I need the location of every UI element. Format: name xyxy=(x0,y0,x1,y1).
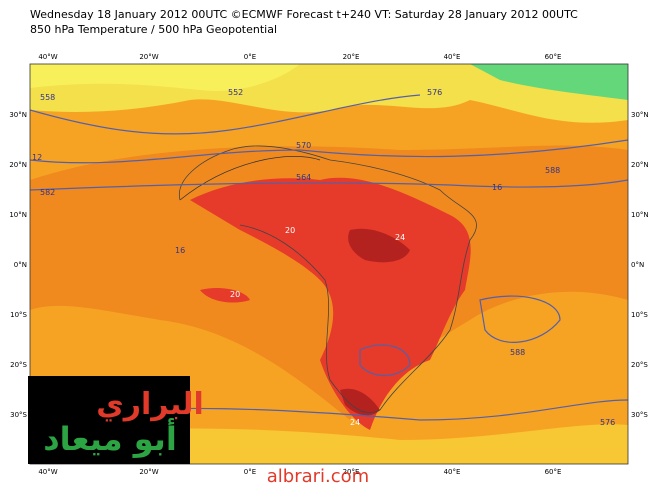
website: albrari.com xyxy=(267,466,369,484)
contour-label: 552 xyxy=(228,88,243,97)
logo: البراري أبو ميعاد xyxy=(28,376,204,464)
contour-label: 20 xyxy=(230,290,240,299)
longitude-label: 0°E xyxy=(244,53,256,61)
longitude-label: 20°W xyxy=(139,53,158,61)
longitude-label: 40°E xyxy=(444,53,461,61)
contour-label: 582 xyxy=(40,188,55,197)
latitude-label: 30°N xyxy=(9,111,27,119)
contour-label: 558 xyxy=(40,93,55,102)
longitude-label: 20°E xyxy=(343,468,360,476)
latitude-label: 20°S xyxy=(631,361,648,369)
longitude-label: 60°E xyxy=(545,53,562,61)
latitude-label: 20°S xyxy=(10,361,27,369)
latitude-label: 20°N xyxy=(631,161,649,169)
latitude-label: 10°S xyxy=(631,311,648,319)
title-line-2: 850 hPa Temperature / 500 hPa Geopotenti… xyxy=(30,23,277,36)
axis-labels: 40°W 40°W 20°W 20°W 0°E 0°E 20°E 20°E 40°E 40°E 60… xyxy=(9,53,648,476)
contour-label: 16 xyxy=(492,183,502,192)
contour-labels: 558 552 582 570 576 588 564 588 576 12 1… xyxy=(32,88,615,427)
contour-label: 576 xyxy=(427,88,442,97)
longitude-label: 0°E xyxy=(244,468,256,476)
coastline xyxy=(178,145,477,413)
logo-line-2: أبو ميعاد xyxy=(43,418,177,458)
contour-label: 564 xyxy=(296,173,311,182)
contour-label: 588 xyxy=(545,166,560,175)
latitude-label: 10°S xyxy=(10,311,27,319)
contour-label: 24 xyxy=(395,233,405,242)
contour-label: 576 xyxy=(600,418,615,427)
contour-label: 12 xyxy=(32,153,42,162)
latitude-label: 0°N xyxy=(14,261,27,269)
latitude-label: 10°N xyxy=(631,211,649,219)
logo-line-1: البراري xyxy=(96,387,204,422)
longitude-label: 20°E xyxy=(343,53,360,61)
longitude-label: 40°W xyxy=(38,53,57,61)
latitude-label: 20°N xyxy=(9,161,27,169)
contour-label: 588 xyxy=(510,348,525,357)
longitude-label: 20°W xyxy=(139,468,158,476)
longitude-label: 60°E xyxy=(545,468,562,476)
contour-label: 570 xyxy=(296,141,311,150)
contour-label: 20 xyxy=(285,226,295,235)
latitude-label: 30°N xyxy=(631,111,649,119)
contour-label: 24 xyxy=(350,418,360,427)
title-line-1: Wednesday 18 January 2012 00UTC ©ECMWF F… xyxy=(30,8,578,21)
latitude-label: 30°S xyxy=(10,411,27,419)
longitude-label: 40°E xyxy=(444,468,461,476)
contour-label: 16 xyxy=(175,246,185,255)
latitude-label: 30°S xyxy=(631,411,648,419)
latitude-label: 10°N xyxy=(9,211,27,219)
longitude-label: 40°W xyxy=(38,468,57,476)
latitude-label: 0°N xyxy=(631,261,644,269)
